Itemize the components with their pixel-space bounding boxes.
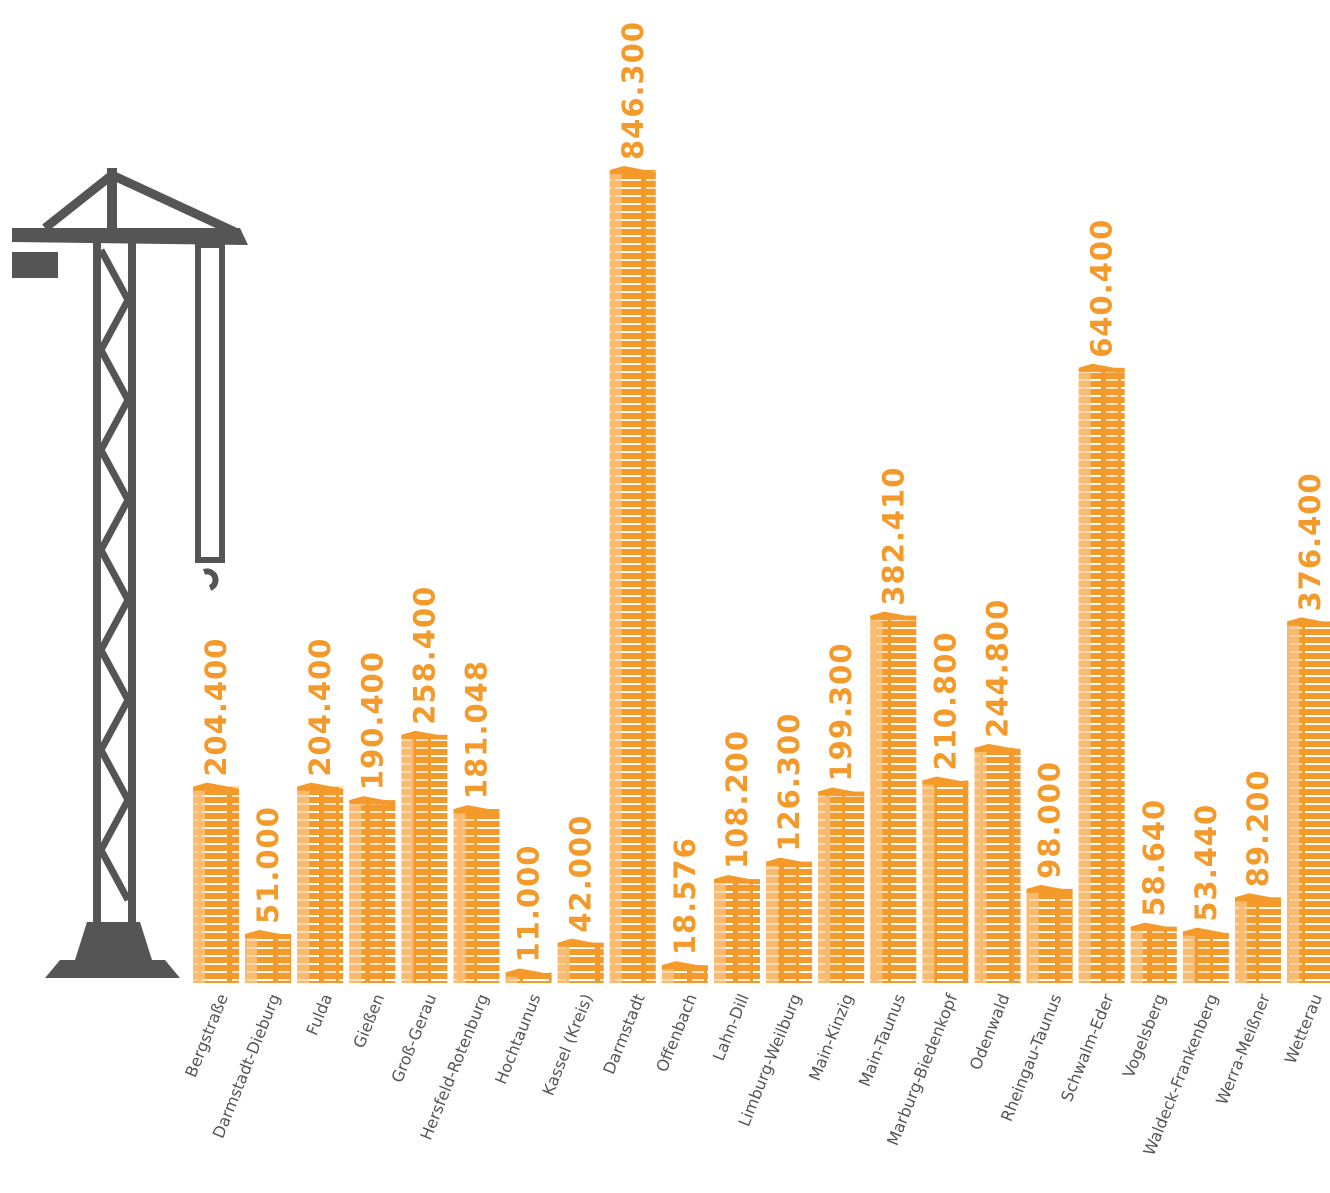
bar-side: [453, 809, 466, 983]
value-label: 210.800: [928, 631, 962, 770]
x-tick-label: Wetterau: [1281, 991, 1326, 1066]
x-tick-label: Gießen: [349, 991, 388, 1051]
crane: [12, 168, 248, 978]
bar-side: [1235, 897, 1247, 983]
x-tick-label: Bergstraße: [181, 991, 232, 1080]
bar-side: [1130, 926, 1143, 983]
value-label: 53.440: [1189, 804, 1223, 922]
x-tick-label: Hochtaunus: [491, 991, 544, 1087]
bar-side: [1182, 931, 1195, 983]
bar-roof: [557, 938, 604, 948]
x-tick-label: Fulda: [302, 991, 336, 1038]
x-tick-label: Main-Taunus: [855, 991, 909, 1089]
bar-roof: [1235, 893, 1281, 903]
bar-roof: [401, 730, 448, 740]
bar-roof: [766, 857, 813, 867]
bar-roof: [1182, 927, 1229, 937]
bar-roof: [193, 782, 239, 792]
bar-side: [557, 942, 570, 983]
bar-roof: [245, 930, 292, 940]
bar-side: [1026, 888, 1039, 983]
x-tick-label: Lahn-Dill: [709, 991, 753, 1063]
bar: [505, 972, 552, 983]
value-label: 98.000: [1033, 761, 1067, 879]
bar-roof: [661, 961, 708, 971]
bar-roof: [1078, 363, 1125, 373]
value-label: 181.048: [460, 660, 494, 799]
bar-side: [714, 879, 726, 983]
bar-roof: [349, 796, 396, 806]
bar-side: [193, 786, 205, 983]
value-label: 204.400: [199, 638, 233, 777]
value-label: 190.400: [355, 651, 389, 790]
value-label: 108.200: [720, 730, 754, 869]
bar-roof: [870, 611, 917, 621]
bar-side: [1287, 621, 1300, 983]
bar-roof: [609, 166, 656, 175]
value-label: 382.410: [876, 467, 910, 606]
bar-roof: [922, 776, 969, 786]
bar-side: [1078, 367, 1091, 983]
x-tick-label: Schwalm-Eder: [1057, 991, 1118, 1105]
value-label: 640.400: [1085, 219, 1119, 358]
bar-side: [766, 861, 779, 983]
value-label: 244.800: [981, 599, 1015, 738]
x-tick-label: Offenbach: [652, 991, 701, 1075]
x-tick-label: Vogelsberg: [1119, 991, 1170, 1080]
bar-roof: [1026, 884, 1073, 894]
bar-side: [870, 615, 883, 983]
value-label: 89.200: [1241, 769, 1275, 887]
bar-side: [401, 734, 414, 983]
bar-roof: [505, 968, 552, 978]
bar-roof: [297, 782, 344, 792]
bar-side: [505, 972, 518, 983]
bar-roof: [974, 743, 1021, 753]
value-label: 126.300: [772, 713, 806, 852]
value-label: 846.300: [616, 21, 650, 160]
x-tick-label: Werra-Meißner: [1212, 991, 1274, 1108]
value-label: 42.000: [564, 815, 598, 933]
bar-side: [245, 934, 258, 983]
bar-roof: [818, 787, 865, 797]
value-label: 51.000: [251, 806, 285, 924]
x-tick-label: Odenwald: [966, 991, 1014, 1073]
bar-roof: [1130, 922, 1177, 932]
x-tick-label: Darmstadt: [599, 991, 648, 1077]
value-label: 11.000: [512, 845, 546, 963]
x-tick-label: Groß-Gerau: [387, 991, 440, 1085]
value-label: 18.576: [668, 837, 702, 955]
bar-side: [661, 965, 674, 983]
bar-side: [609, 170, 622, 983]
bar-side: [349, 800, 362, 983]
bar-side: [974, 747, 987, 983]
value-label: 204.400: [303, 638, 337, 777]
bar-side: [922, 780, 935, 983]
value-label: 58.640: [1137, 799, 1171, 917]
x-tick-label: Main-Kinzig: [805, 991, 857, 1083]
value-label: 376.400: [1293, 472, 1327, 611]
bar-side: [297, 786, 310, 983]
bar-roof: [453, 805, 500, 815]
value-label: 199.300: [824, 642, 858, 781]
bar-roof: [1287, 617, 1330, 627]
bar-roof: [714, 875, 760, 885]
bar-side: [818, 791, 831, 983]
value-label: 258.400: [407, 586, 441, 725]
x-tick-label: Kassel (Kreis): [539, 991, 597, 1098]
